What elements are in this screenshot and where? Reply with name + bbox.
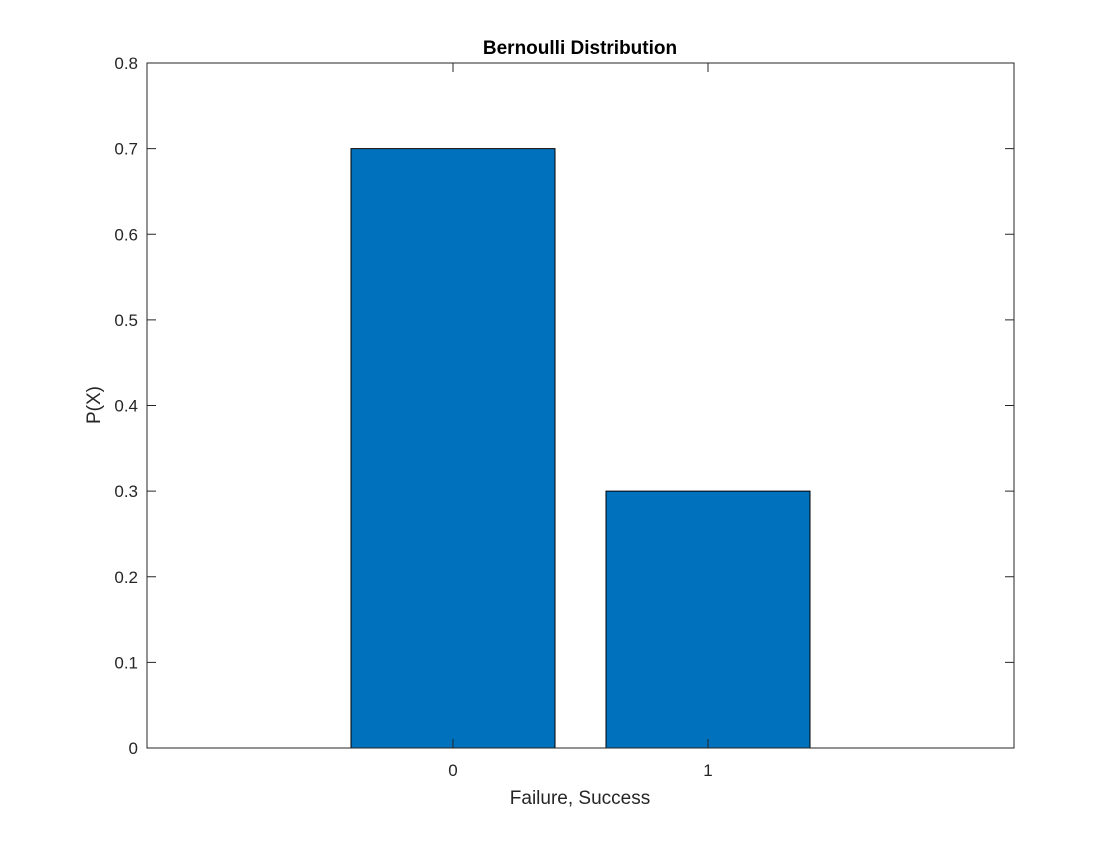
y-axis-label: P(X)	[84, 386, 105, 424]
y-tick-label: 0.3	[114, 482, 138, 501]
y-tick-labels: 0 0.1 0.2 0.3 0.4 0.5 0.6 0.7 0.8	[114, 54, 138, 758]
x-tick-label: 1	[703, 761, 712, 780]
y-tick-label: 0.1	[114, 653, 138, 672]
y-tick-label: 0.4	[114, 397, 138, 416]
x-tick-label: 0	[448, 761, 457, 780]
x-axis-label: Failure, Success	[510, 788, 650, 809]
y-tick-label: 0.7	[114, 140, 138, 159]
y-tick-label: 0.6	[114, 225, 138, 244]
axes-box	[146, 62, 1015, 749]
y-tick-label: 0	[129, 739, 138, 758]
y-tick-label: 0.8	[114, 54, 138, 73]
chart-title: Bernoulli Distribution	[483, 38, 677, 59]
bars	[350, 148, 811, 749]
bar-1	[605, 490, 811, 749]
y-tick-label: 0.5	[114, 311, 138, 330]
bar-0	[350, 148, 556, 749]
ticks	[147, 62, 1014, 749]
y-tick-label: 0.2	[114, 568, 138, 587]
